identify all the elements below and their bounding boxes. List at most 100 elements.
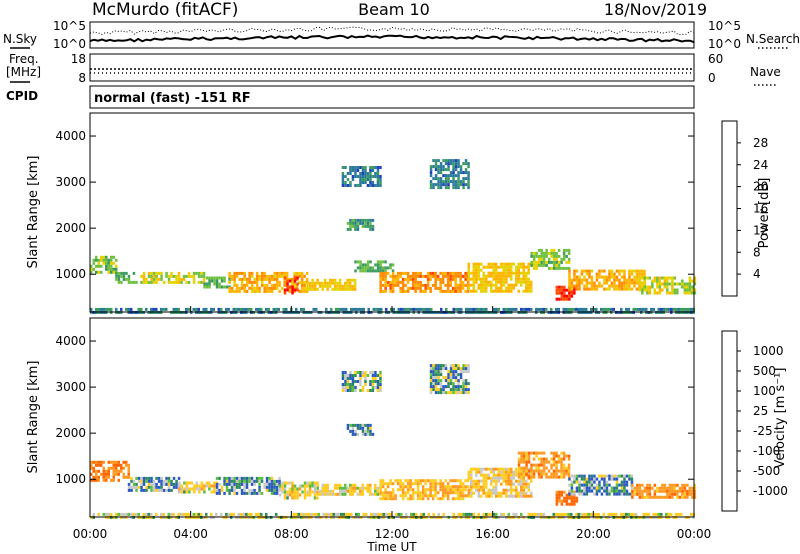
- heatmap-cell: [213, 484, 216, 488]
- heatmap-cell: [354, 221, 357, 225]
- heatmap-cell: [507, 283, 510, 287]
- heatmap-cell: [436, 286, 440, 290]
- heatmap-cell: [150, 280, 153, 284]
- heatmap-cell: [177, 277, 181, 281]
- heatmap-cell: [545, 466, 548, 470]
- time-axis: 00:00 04:00 08:00 12:00 16:00 20:00 00:00: [73, 306, 711, 541]
- heatmap-cell: [145, 476, 148, 480]
- heatmap-cell: [316, 287, 319, 291]
- heatmap-cell: [405, 512, 408, 516]
- heatmap-region-7: [346, 423, 375, 436]
- heatmap-cell: [391, 286, 395, 290]
- heatmap-cell: [500, 482, 503, 486]
- heatmap-cell: [452, 373, 455, 377]
- heatmap-cell: [150, 479, 153, 483]
- heatmap-cell: [467, 476, 470, 480]
- heatmap-cell: [537, 457, 541, 461]
- heatmap-cell: [291, 484, 294, 488]
- heatmap-cell: [419, 280, 422, 284]
- heatmap-cell: [105, 264, 108, 268]
- heatmap-cell: [535, 251, 538, 255]
- heatmap-cell: [391, 274, 395, 278]
- heatmap-cell: [255, 479, 259, 483]
- heatmap-cell: [112, 255, 115, 259]
- heatmap-cell: [265, 488, 269, 492]
- heatmap-cell: [235, 491, 239, 495]
- heatmap-cell: [482, 482, 485, 486]
- heatmap-cell: [540, 472, 543, 476]
- heatmap-cell: [349, 227, 352, 231]
- heatmap-cell: [359, 374, 362, 377]
- heatmap-cell: [212, 307, 215, 311]
- y-tick-label: 2000: [55, 426, 86, 440]
- heatmap-cell: [185, 490, 189, 494]
- heatmap-cell: [401, 491, 405, 495]
- heatmap-cell: [180, 490, 184, 494]
- heatmap-cell: [475, 277, 478, 281]
- heatmap-cell: [429, 168, 433, 172]
- heatmap-cell: [505, 265, 508, 269]
- heatmap-cell: [267, 307, 270, 311]
- heatmap-cell: [580, 483, 584, 487]
- heatmap-cell: [502, 271, 505, 275]
- heatmap-cell: [394, 274, 397, 278]
- heatmap-cell: [625, 284, 629, 288]
- heatmap-cell: [495, 488, 498, 492]
- heatmap-cell: [487, 283, 490, 287]
- heatmap-cell: [183, 481, 186, 485]
- heatmap-cell: [300, 512, 303, 516]
- heatmap-cell: [429, 364, 433, 368]
- heatmap-cell: [578, 492, 581, 496]
- heatmap-cell: [492, 271, 495, 275]
- heatmap-cell: [585, 486, 589, 490]
- heatmap-cell: [305, 271, 309, 275]
- heatmap-cell: [495, 479, 498, 483]
- heatmap-cell: [367, 307, 370, 311]
- heatmap-cell: [401, 283, 405, 287]
- heatmap-cell: [429, 379, 433, 383]
- heatmap-cell: [522, 262, 525, 266]
- heatmap-cell: [525, 286, 528, 290]
- heatmap-cell: [361, 371, 365, 374]
- heatmap-cell: [102, 478, 105, 482]
- heatmap-cell: [454, 367, 458, 371]
- heatmap-cell: [462, 162, 465, 166]
- heatmap-cell: [188, 481, 191, 485]
- heatmap-cell: [490, 488, 493, 492]
- heatmap-cell: [107, 466, 110, 470]
- heatmap-cell: [520, 277, 523, 281]
- heatmap-cell: [245, 283, 249, 287]
- heatmap-cell: [598, 275, 601, 279]
- heatmap-cell: [359, 218, 362, 222]
- heatmap-cell: [507, 476, 510, 480]
- heatmap-cell: [641, 492, 644, 496]
- heatmap-cell: [588, 474, 591, 478]
- heatmap-cell: [346, 423, 350, 427]
- heatmap-cell: [588, 269, 591, 273]
- heatmap-cell: [446, 289, 450, 293]
- heatmap-cell: [454, 385, 458, 389]
- heatmap-cell: [673, 276, 677, 280]
- heatmap-cell: [547, 475, 551, 479]
- heatmap-cell: [130, 476, 133, 480]
- heatmap-cell: [351, 483, 354, 487]
- heatmap-cell: [270, 488, 274, 492]
- heatmap-cell: [218, 276, 221, 280]
- heatmap-cell: [361, 166, 365, 169]
- colorbar-tick-label: 8: [753, 245, 761, 259]
- heatmap-cell: [379, 374, 382, 377]
- heatmap-cell: [653, 276, 657, 280]
- heatmap-cell: [568, 477, 571, 481]
- heatmap-cell: [457, 186, 460, 190]
- heatmap-cell: [439, 180, 443, 184]
- heatmap-cell: [691, 288, 694, 292]
- heatmap-cell: [635, 275, 639, 279]
- heatmap-cell: [675, 307, 678, 311]
- heatmap-cell: [630, 287, 634, 291]
- heatmap-cell: [187, 280, 191, 284]
- heatmap-cell: [283, 484, 287, 488]
- heatmap-cell: [253, 286, 256, 290]
- heatmap-cell: [510, 491, 513, 495]
- heatmap-cell: [570, 278, 574, 282]
- heatmap-cell: [530, 286, 533, 290]
